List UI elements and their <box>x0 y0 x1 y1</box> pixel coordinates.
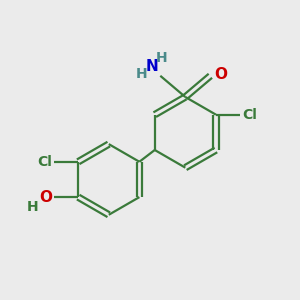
Text: Cl: Cl <box>242 108 257 122</box>
Text: H: H <box>27 200 39 214</box>
Text: O: O <box>39 190 52 205</box>
Text: H: H <box>136 67 148 81</box>
Text: Cl: Cl <box>37 155 52 169</box>
Text: N: N <box>146 59 158 74</box>
Text: O: O <box>214 67 227 82</box>
Text: H: H <box>156 50 168 64</box>
